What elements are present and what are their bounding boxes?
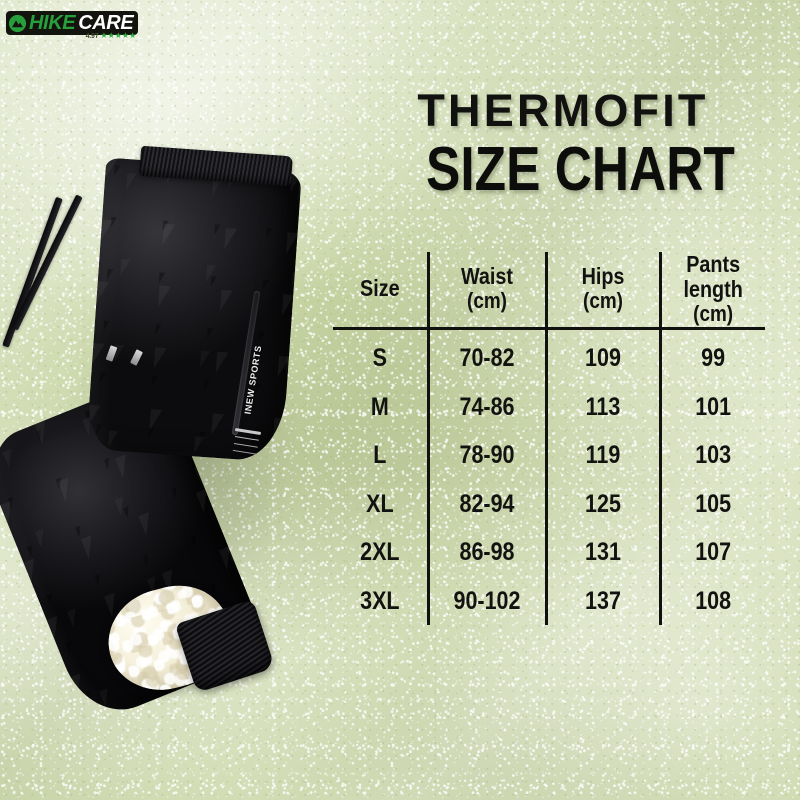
cell-length: 107 [695,538,732,567]
cell-hips: 109 [553,328,654,383]
cell-hips: 137 [553,576,654,626]
cell-waist: 78-90 [436,431,540,480]
cell-length: 101 [695,392,732,421]
rating-stars-icon: ★★★★★ [100,31,137,40]
cell-size: S [339,328,423,383]
table-row: 3XL 90-102 137 108 [333,576,765,626]
cell-length: 103 [695,441,732,470]
page-title: SIZE CHART [426,135,735,204]
cell-waist: 82-94 [436,479,540,529]
table-row: XL 82-94 125 105 [333,479,765,529]
brand-logo: HIKE CARE 4.97 ★★★★★ [6,8,139,40]
column-header-pants-length-label: Pants length [683,251,743,302]
column-header-waist-unit: (cm) [467,288,507,314]
table-row: 2XL 86-98 131 107 [333,528,765,577]
table-row: M 74-86 113 101 [333,382,765,432]
cell-length: 108 [695,586,732,615]
cell-size: 3XL [339,576,423,626]
column-header-hips-label: Hips [581,263,625,290]
column-header-waist: Waist (cm) [436,252,540,331]
cell-waist: 90-102 [436,576,540,626]
column-header-pants-length: Pants length (cm) [667,251,758,331]
quilting-pattern [86,157,302,463]
table-row: L 78-90 119 103 [333,431,765,480]
column-header-size: Size [339,252,423,331]
logo-text-care: CARE [78,12,134,34]
pants-upper-leg [86,157,302,463]
table-header-row: Size Waist (cm) Hips (cm) Pants length (… [333,251,765,331]
column-header-hips-unit: (cm) [583,288,623,314]
mountain-icon [9,14,26,32]
column-header-waist-label: Waist [460,263,514,290]
cell-hips: 125 [553,479,654,529]
cell-size: XL [339,479,423,529]
rating-score: 4.97 [85,32,99,40]
cell-hips: 119 [553,431,654,480]
cell-size: 2XL [339,528,423,577]
cell-hips: 113 [553,382,654,432]
cell-waist: 74-86 [436,382,540,432]
size-chart-table: Size Waist (cm) Hips (cm) Pants length (… [333,251,765,626]
size-table-container: Size Waist (cm) Hips (cm) Pants length (… [333,252,765,668]
column-header-hips: Hips (cm) [553,252,654,331]
column-header-pants-length-unit: (cm) [693,300,734,326]
product-image-thermal-joggers: INEW SPORTS [0,140,345,740]
cell-length: 105 [695,489,732,518]
cell-size: L [339,431,423,480]
headline-product-name: THERMOFIT [417,85,709,136]
cell-length: 99 [701,344,726,373]
logo-badge: HIKE CARE [6,11,139,35]
logo-text-hike: HIKE [29,12,76,34]
cell-waist: 86-98 [436,528,540,577]
column-header-size-label: Size [360,275,400,302]
logo-rating: 4.97 ★★★★★ [86,32,137,40]
table-row: S 70-82 109 99 [333,328,765,383]
cell-hips: 131 [553,528,654,577]
cell-size: M [339,382,423,432]
cell-waist: 70-82 [436,328,540,383]
